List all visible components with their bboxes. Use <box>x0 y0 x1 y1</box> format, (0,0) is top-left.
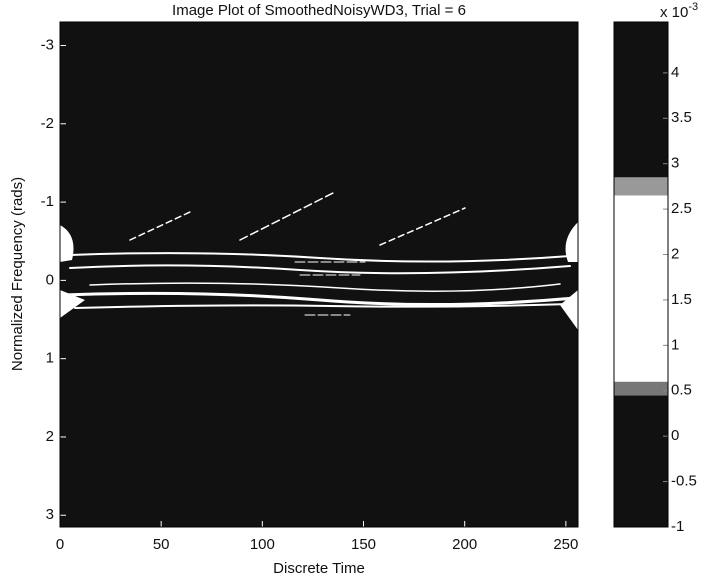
chart-title: Image Plot of SmoothedNoisyWD3, Trial = … <box>172 2 466 19</box>
colorbar-base: x 10 <box>660 4 688 21</box>
y-tick-label: 1 <box>46 350 54 367</box>
streak <box>129 211 191 241</box>
colorbar-tick-label: 3 <box>671 155 679 172</box>
y-tick-label: -3 <box>41 36 54 53</box>
x-tick-label: 150 <box>351 536 376 553</box>
y-tick-label: 2 <box>46 428 54 445</box>
y-tick-label: 0 <box>46 271 54 288</box>
streak <box>69 252 571 263</box>
colorbar: -1 -0.5 0 0.5 1 1.5 2 2.5 3 3.5 4 <box>613 21 697 535</box>
colorbar-tick-label: 1.5 <box>671 291 692 308</box>
colormap-band <box>614 195 668 382</box>
streak <box>89 282 561 292</box>
x-tick-label: 200 <box>452 536 477 553</box>
y-tick-label: -2 <box>41 115 54 132</box>
colormap-band <box>614 381 668 396</box>
colorbar-exponent: -3 <box>688 1 698 13</box>
colorbar-tick-label: -0.5 <box>671 473 697 490</box>
colorbar-label: x 10-3 <box>660 1 698 21</box>
colormap-band <box>614 22 668 178</box>
colorbar-tick-label: 2.5 <box>671 200 692 217</box>
streak <box>69 264 571 275</box>
image-features <box>60 191 578 330</box>
colorbar-tick-label: 1 <box>671 336 679 353</box>
y-tick-label: 3 <box>46 506 54 523</box>
colorbar-tick-label: 4 <box>671 64 679 81</box>
streak <box>74 303 571 309</box>
streak <box>379 207 466 246</box>
y-axis-label: Normalized Frequency (rads) <box>9 177 26 371</box>
colorbar-tick-label: 0.5 <box>671 382 692 399</box>
axes: 0 50 100 150 200 250 -3 -2 -1 0 1 2 3 <box>41 21 579 553</box>
streak <box>239 191 336 241</box>
streak <box>294 261 366 316</box>
x-tick-label: 100 <box>250 536 275 553</box>
colorbar-tick-label: 3.5 <box>671 109 692 126</box>
plot-frame <box>59 21 579 528</box>
colorbar-tick-label: -1 <box>671 518 684 535</box>
colormap-band <box>614 177 668 196</box>
y-tick-label: -1 <box>41 193 54 210</box>
x-tick-label: 0 <box>56 536 64 553</box>
colorbar-tick-label: 0 <box>671 427 679 444</box>
x-tick-label: 250 <box>553 536 578 553</box>
colorbar-frame <box>613 21 669 528</box>
streak <box>60 291 577 307</box>
colormap-band <box>614 395 668 527</box>
colorbar-tick-label: 2 <box>671 245 679 262</box>
x-axis-label: Discrete Time <box>273 560 365 577</box>
x-tick-label: 50 <box>153 536 170 553</box>
